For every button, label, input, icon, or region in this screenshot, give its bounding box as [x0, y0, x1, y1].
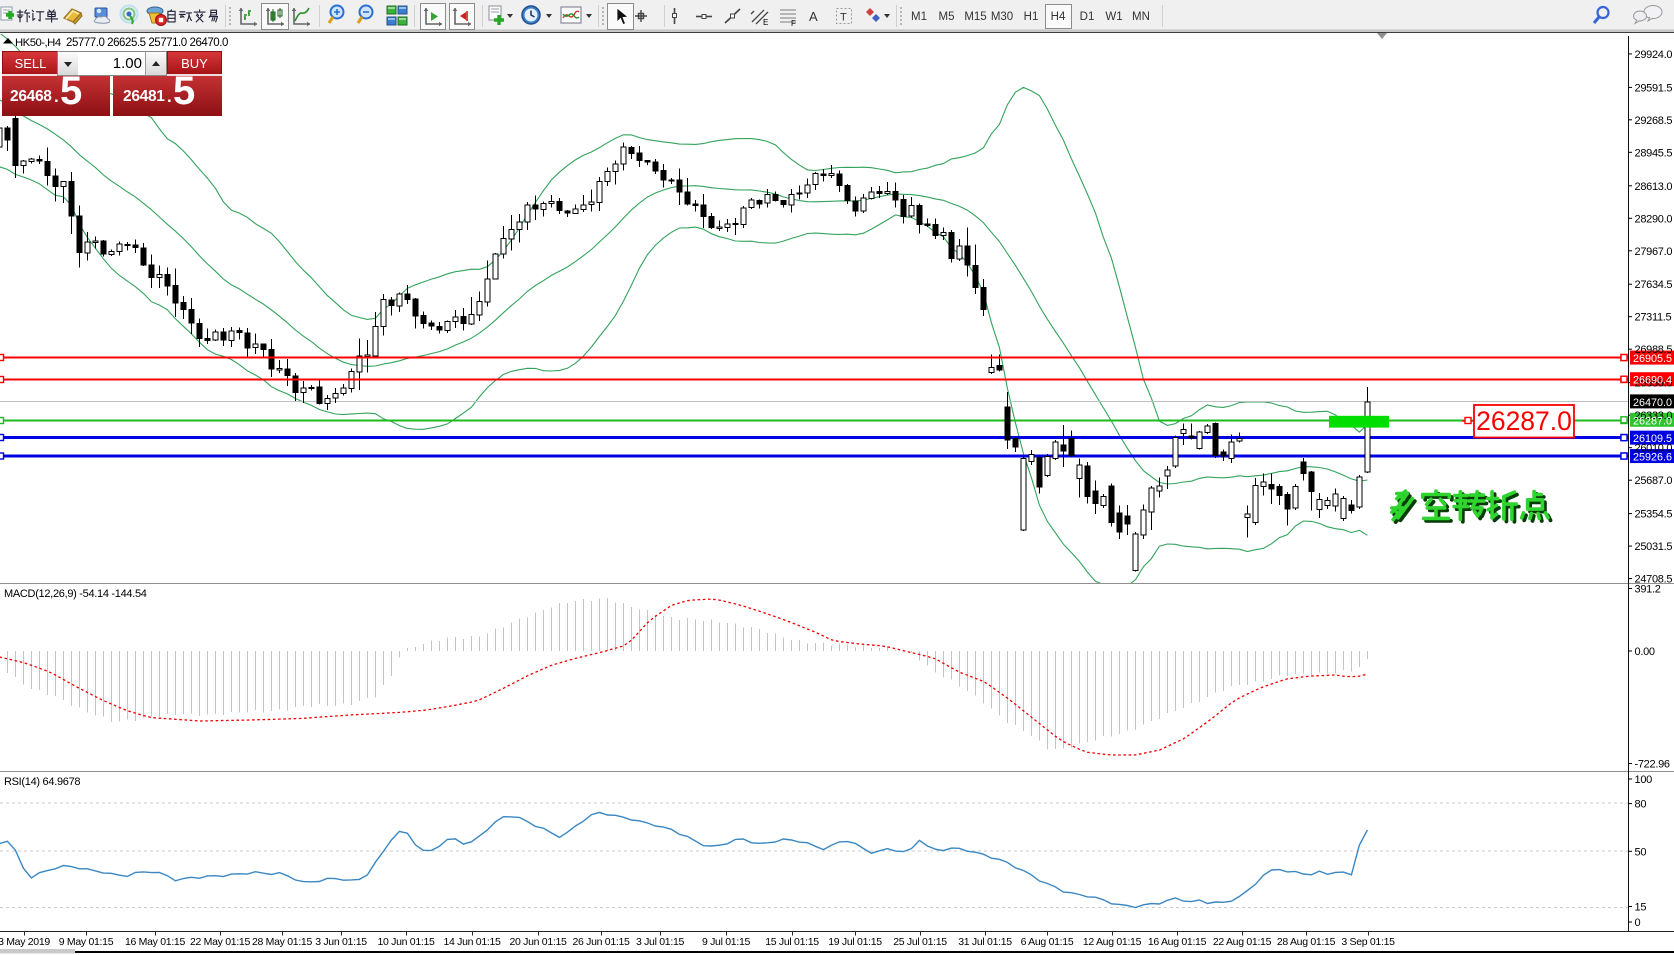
svg-text:26905.5: 26905.5 [1633, 353, 1672, 365]
svg-text:27311.5: 27311.5 [1635, 312, 1672, 324]
svg-text:26690.4: 26690.4 [1633, 375, 1672, 387]
svg-text:27634.5: 27634.5 [1635, 279, 1673, 291]
svg-text:26988.5: 26988.5 [1635, 344, 1673, 356]
svg-text:31 Jul 01:15: 31 Jul 01:15 [958, 936, 1012, 948]
svg-text:26 Jun 01:15: 26 Jun 01:15 [572, 936, 630, 948]
svg-text:28613.0: 28613.0 [1635, 181, 1673, 193]
svg-text:T: T [840, 12, 847, 24]
svg-text:26109.5: 26109.5 [1633, 433, 1672, 445]
svg-text:29591.5: 29591.5 [1635, 82, 1673, 94]
svg-text:15 Jul 01:15: 15 Jul 01:15 [765, 936, 819, 948]
svg-text:9 May 01:15: 9 May 01:15 [59, 936, 114, 948]
svg-text:-722.96: -722.96 [1635, 759, 1670, 771]
svg-text:391.2: 391.2 [1635, 584, 1661, 596]
svg-text:28 Aug 01:15: 28 Aug 01:15 [1277, 936, 1336, 948]
svg-text:M15: M15 [964, 11, 986, 23]
svg-text:27967.0: 27967.0 [1635, 246, 1673, 258]
svg-text:0: 0 [1635, 917, 1641, 929]
svg-text:3 Jul 01:15: 3 Jul 01:15 [636, 936, 685, 948]
svg-text:F: F [791, 19, 796, 28]
svg-text:26010.0: 26010.0 [1635, 443, 1673, 455]
svg-text:M30: M30 [991, 11, 1013, 23]
svg-text:25031.5: 25031.5 [1635, 541, 1673, 553]
svg-text:28290.0: 28290.0 [1635, 213, 1673, 225]
svg-text:RSI(14) 64.9678: RSI(14) 64.9678 [4, 776, 80, 788]
svg-text:0.00: 0.00 [1635, 646, 1655, 658]
svg-text:14 Jun 01:15: 14 Jun 01:15 [443, 936, 501, 948]
svg-text:16 May 01:15: 16 May 01:15 [125, 936, 185, 948]
svg-text:E: E [763, 18, 768, 27]
svg-text:D1: D1 [1080, 11, 1095, 23]
svg-text:25777.0 26625.5 25771.0 26470.: 25777.0 26625.5 25771.0 26470.0 [66, 37, 228, 49]
svg-text:H1: H1 [1024, 11, 1039, 23]
svg-text:26333.0: 26333.0 [1635, 410, 1673, 422]
svg-text:28 May 01:15: 28 May 01:15 [252, 936, 312, 948]
svg-text:26470.0: 26470.0 [1633, 397, 1672, 409]
svg-text:W1: W1 [1105, 11, 1122, 23]
svg-text:26287.0: 26287.0 [1476, 406, 1572, 436]
svg-text:MACD(12,26,9) -54.14 -144.54: MACD(12,26,9) -54.14 -144.54 [4, 588, 147, 600]
svg-text:H4: H4 [1051, 11, 1066, 23]
svg-text:29268.5: 29268.5 [1635, 115, 1673, 127]
svg-text:M5: M5 [939, 11, 955, 23]
svg-text:28945.5: 28945.5 [1635, 147, 1673, 159]
svg-text:26287.0: 26287.0 [1633, 415, 1672, 427]
svg-text:100: 100 [1635, 774, 1653, 786]
svg-text:25926.6: 25926.6 [1633, 452, 1672, 464]
svg-text:20 Jun 01:15: 20 Jun 01:15 [509, 936, 567, 948]
svg-text:29924.0: 29924.0 [1635, 49, 1673, 61]
svg-text:19 Jul 01:15: 19 Jul 01:15 [828, 936, 882, 948]
svg-text:25687.0: 25687.0 [1635, 475, 1673, 487]
svg-text:3 May 2019: 3 May 2019 [0, 936, 50, 948]
svg-text:HK50-,H4: HK50-,H4 [15, 37, 61, 49]
svg-text:80: 80 [1635, 799, 1647, 811]
svg-text:15: 15 [1635, 902, 1647, 914]
svg-text:50: 50 [1635, 846, 1647, 858]
svg-text:26656.0: 26656.0 [1635, 378, 1673, 390]
svg-text:M1: M1 [911, 11, 927, 23]
svg-text:16 Aug 01:15: 16 Aug 01:15 [1148, 936, 1207, 948]
svg-text:9 Jul 01:15: 9 Jul 01:15 [702, 936, 751, 948]
svg-text:MN: MN [1132, 11, 1150, 23]
svg-text:24708.5: 24708.5 [1635, 574, 1673, 586]
svg-text:22 May 01:15: 22 May 01:15 [190, 936, 250, 948]
svg-text:6 Aug 01:15: 6 Aug 01:15 [1021, 936, 1074, 948]
svg-text:10 Jun 01:15: 10 Jun 01:15 [377, 936, 435, 948]
svg-text:25 Jul 01:15: 25 Jul 01:15 [893, 936, 947, 948]
svg-text:22 Aug 01:15: 22 Aug 01:15 [1213, 936, 1272, 948]
svg-text:A: A [809, 9, 818, 24]
svg-text:3 Jun 01:15: 3 Jun 01:15 [315, 936, 367, 948]
svg-text:3 Sep 01:15: 3 Sep 01:15 [1341, 936, 1395, 948]
svg-text:25354.5: 25354.5 [1635, 509, 1673, 521]
svg-text:12 Aug 01:15: 12 Aug 01:15 [1083, 936, 1142, 948]
